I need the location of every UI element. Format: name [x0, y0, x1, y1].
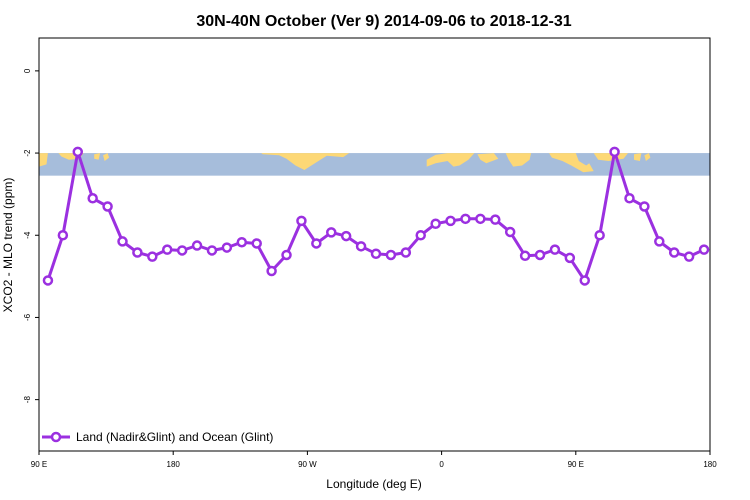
data-point	[266, 265, 277, 277]
data-point	[549, 244, 561, 255]
data-point	[57, 230, 69, 241]
data-point	[251, 238, 262, 249]
data-point	[475, 213, 486, 225]
data-point	[87, 193, 98, 204]
map-land-5	[426, 153, 475, 167]
data-point	[624, 193, 635, 204]
chart-title: 30N-40N October (Ver 9) 2014-09-06 to 20…	[196, 13, 571, 30]
map-land-2	[94, 153, 101, 160]
data-point	[668, 247, 680, 258]
x-tick-label: 90 E	[31, 460, 47, 469]
data-point	[221, 242, 233, 253]
data-point	[42, 275, 54, 286]
data-point	[683, 251, 695, 262]
data-point	[236, 236, 248, 248]
data-point	[519, 250, 531, 262]
y-tick-label: 0	[23, 68, 32, 73]
data-point	[161, 244, 173, 255]
y-tick-label: -2	[23, 149, 32, 157]
map-land-6	[477, 153, 499, 164]
data-point	[147, 251, 158, 262]
data-point	[534, 249, 546, 261]
legend: Land (Nadir&Glint) and Ocean (Glint)	[42, 430, 273, 444]
data-point	[117, 236, 128, 247]
data-point	[311, 238, 322, 249]
map-land-9	[549, 153, 594, 173]
y-tick-label: -6	[23, 313, 32, 321]
data-point	[72, 146, 84, 158]
x-tick-label: 180	[703, 460, 717, 469]
y-axis-label: XCO2 - MLO trend (ppm)	[1, 178, 15, 313]
y-tick-label: -8	[23, 396, 32, 404]
x-axis: 90 E 180 90 W 0 90 E 180	[31, 450, 717, 469]
data-point	[370, 248, 382, 259]
x-axis-label: Longitude (deg E)	[326, 477, 421, 491]
data-point	[400, 247, 412, 258]
data-point	[355, 241, 367, 252]
data-point	[504, 226, 516, 238]
data-point	[445, 215, 456, 227]
y-axis: 0 -2 -4 -6 -8	[23, 68, 39, 403]
map-land-3	[103, 153, 110, 161]
data-point	[176, 245, 188, 256]
data-point	[206, 245, 218, 256]
map-land-8	[519, 156, 527, 163]
data-point	[490, 214, 501, 225]
data-point	[639, 201, 650, 212]
map-strip	[39, 153, 710, 176]
legend-label: Land (Nadir&Glint) and Ocean (Glint)	[76, 430, 273, 444]
data-point	[654, 236, 665, 247]
map-land-4	[261, 153, 350, 170]
data-point	[132, 247, 143, 258]
x-tick-label: 90 W	[298, 460, 317, 469]
data-point	[564, 252, 576, 264]
map-land-7	[505, 153, 532, 167]
legend-marker	[50, 431, 62, 443]
data-point	[340, 230, 352, 242]
map-ocean	[39, 153, 710, 176]
data-point	[594, 230, 605, 241]
y-tick-label: -4	[23, 231, 32, 239]
data-point	[191, 240, 203, 251]
data-point	[698, 244, 710, 255]
data-point	[296, 215, 307, 227]
series-line-group	[42, 146, 710, 286]
data-point	[579, 275, 590, 286]
data-point	[609, 146, 620, 158]
x-tick-label: 90 E	[568, 460, 584, 469]
data-point	[281, 249, 292, 261]
data-point	[415, 230, 426, 241]
data-point	[385, 249, 397, 261]
x-tick-label: 0	[439, 460, 444, 469]
plot-frame	[38, 37, 711, 452]
map-land-11	[634, 153, 642, 161]
map-land-12	[644, 153, 651, 161]
map-land-10	[593, 153, 628, 161]
x-tick-label: 180	[167, 460, 181, 469]
data-point	[430, 218, 441, 229]
data-point	[460, 213, 471, 225]
data-point	[102, 201, 113, 212]
map-land-0	[39, 153, 48, 167]
data-point	[326, 227, 337, 238]
